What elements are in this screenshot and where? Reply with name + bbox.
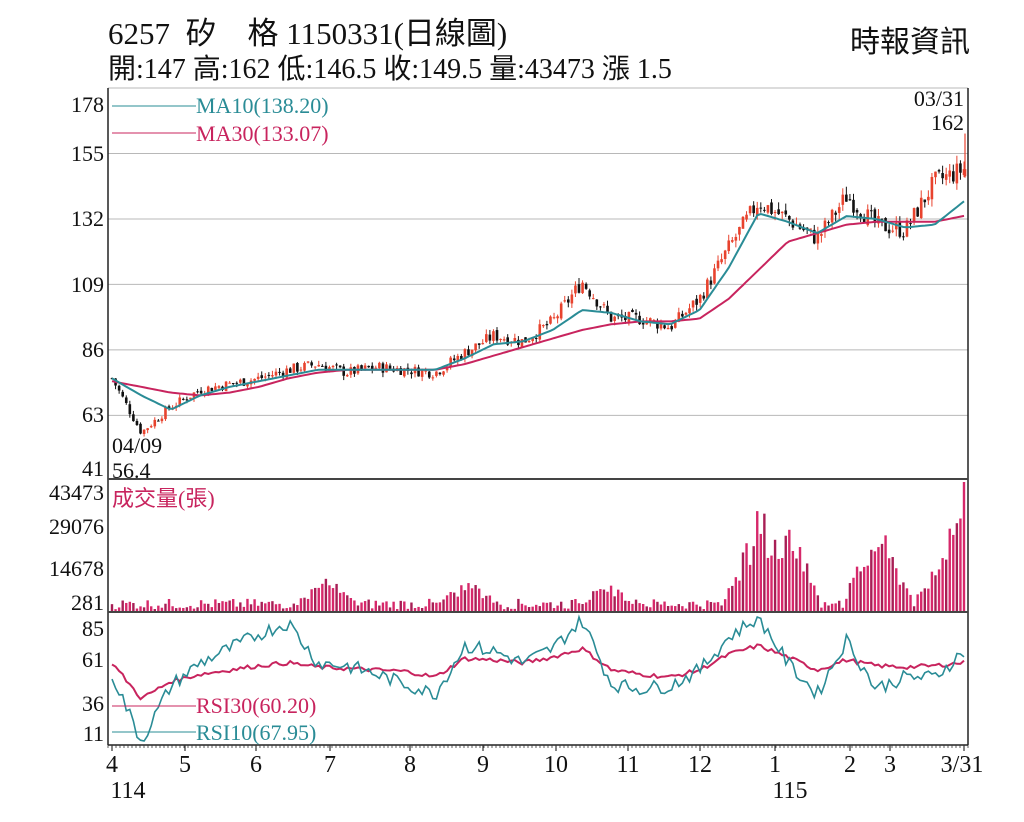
rsi30-legend-label: RSI30(60.20): [196, 693, 316, 718]
rsi10-legend-label: RSI10(67.95): [196, 720, 316, 745]
x-tick-label: 6: [250, 752, 262, 778]
price-y-tick: 132: [71, 206, 104, 231]
x-tick-label: 7: [324, 752, 336, 778]
ma10-line: [111, 200, 965, 410]
volume-y-tick: 281: [71, 590, 104, 615]
x-tick-label: 12: [688, 752, 712, 778]
high-annotation-date: 03/31: [914, 86, 964, 111]
volume-panel-label: 成交量(張): [112, 486, 215, 511]
ohlc-stats: 開:147 高:162 低:146.5 收:149.5 量:43473 漲 1.…: [108, 54, 672, 85]
low-annotation-date: 04/09: [112, 433, 162, 458]
price-y-tick: 178: [71, 92, 104, 117]
rsi30-line: [111, 643, 965, 701]
ma30-legend-label: MA30(133.07): [196, 121, 329, 146]
data-source-label: 時報資訊: [850, 26, 970, 59]
rsi-y-tick: 85: [82, 616, 104, 641]
low-annotation-value: 56.4: [112, 458, 151, 483]
x-axis-ticks: [107, 745, 969, 751]
x-tick-label: 1: [769, 752, 781, 778]
volume-y-tick: 29076: [49, 514, 104, 539]
x-tick-label: 5: [179, 752, 191, 778]
x-tick-label: 3/31: [941, 752, 984, 778]
x-tick-label: 11: [616, 752, 639, 778]
year-label-114: 114: [110, 778, 145, 804]
chart-title: 6257 矽 格 1150331(日線圖): [108, 16, 508, 51]
rsi-y-tick: 61: [82, 647, 104, 672]
volume-y-tick: 14678: [49, 556, 104, 581]
high-annotation-value: 162: [931, 110, 964, 135]
year-label-115: 115: [772, 778, 807, 804]
rsi-y-tick: 11: [83, 721, 104, 746]
x-tick-label: 4: [106, 752, 118, 778]
rsi-y-tick: 36: [82, 691, 104, 716]
x-tick-label: 8: [404, 752, 416, 778]
rsi10-line: [111, 614, 965, 742]
volume-bars: [110, 482, 966, 612]
x-tick-label: 9: [477, 752, 489, 778]
price-y-tick: 155: [71, 141, 104, 166]
ma30-line: [111, 214, 965, 397]
volume-y-tick: 43473: [49, 480, 104, 505]
price-y-tick: 41: [82, 456, 104, 481]
x-tick-label: 2: [844, 752, 856, 778]
price-y-tick: 86: [82, 337, 104, 362]
ma10-legend-label: MA10(138.20): [196, 93, 329, 118]
x-tick-label: 3: [884, 752, 896, 778]
price-y-tick: 109: [71, 272, 104, 297]
price-y-tick: 63: [82, 402, 104, 427]
x-tick-label: 10: [544, 752, 568, 778]
